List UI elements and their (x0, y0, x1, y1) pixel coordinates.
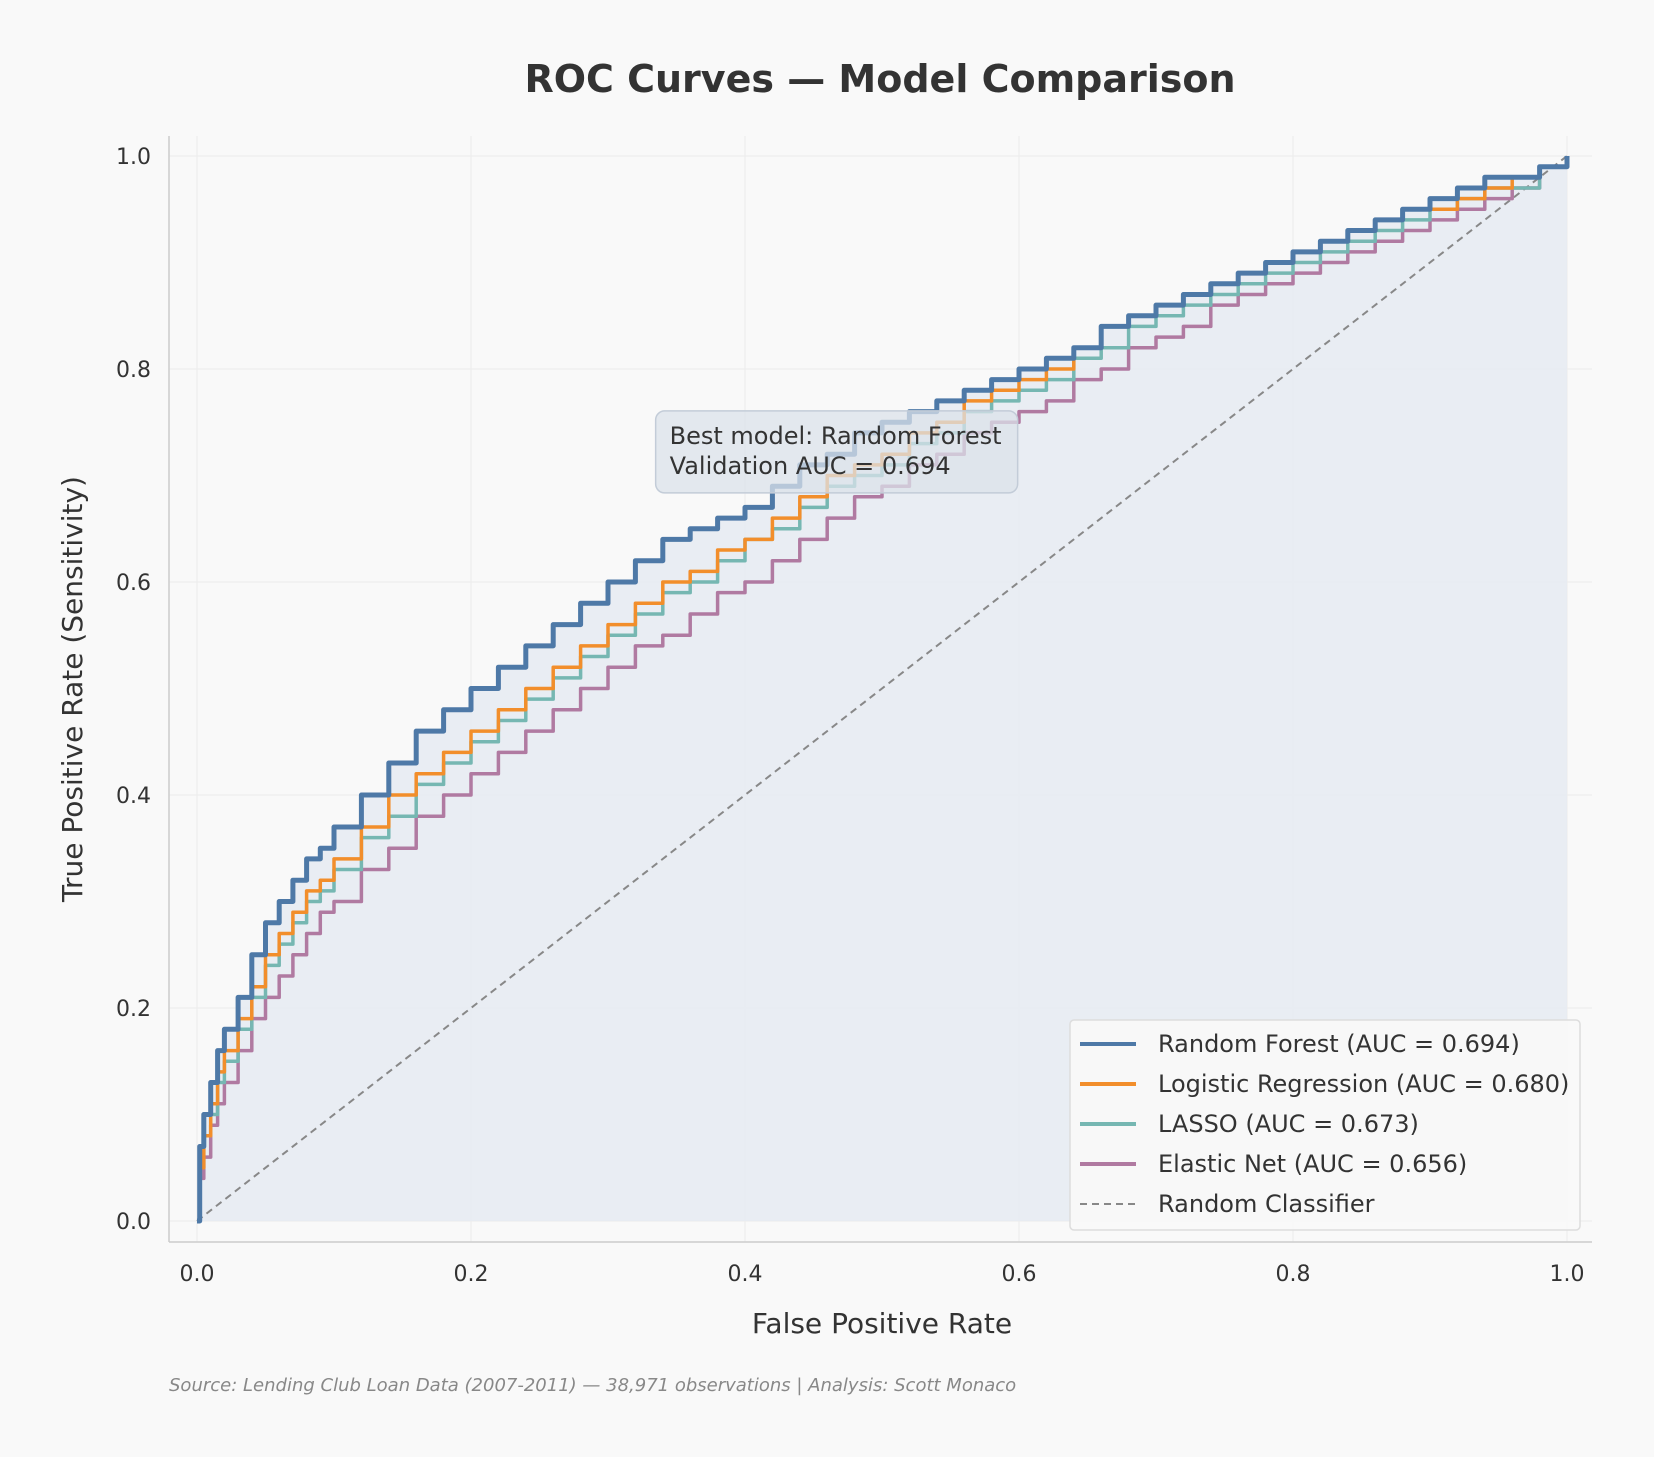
y-axis-label: True Positive Rate (Sensitivity) (56, 476, 89, 903)
y-tick-label: 0.0 (116, 1210, 151, 1235)
x-tick-label: 0.4 (728, 1262, 763, 1287)
x-tick-label: 0.8 (1276, 1262, 1311, 1287)
y-tick-label: 0.8 (116, 358, 151, 383)
y-tick-label: 0.2 (116, 997, 151, 1022)
legend-label-lasso: LASSO (AUC = 0.673) (1158, 1110, 1419, 1138)
x-axis-label: False Positive Rate (752, 1307, 1012, 1340)
annotation-box: Best model: Random Forest Validation AUC… (654, 410, 1019, 494)
random-forest-curve (197, 156, 1570, 1224)
legend-label-logistic-regression: Logistic Regression (AUC = 0.680) (1158, 1070, 1569, 1098)
annotation-background (654, 410, 1019, 494)
annotation-line-1: Best model: Random Forest (670, 422, 1002, 450)
legend-label-random-classifier: Random Classifier (1158, 1190, 1375, 1218)
y-tick-label: 0.6 (116, 571, 151, 596)
series-layer (196, 155, 1570, 1224)
elastic-net-curve (197, 156, 1569, 1223)
annotation-line-2: Validation AUC = 0.694 (670, 452, 951, 480)
x-tick-label: 0.6 (1002, 1262, 1037, 1287)
legend-label-random-forest: Random Forest (AUC = 0.694) (1158, 1030, 1520, 1058)
x-tick-label: 0.2 (454, 1262, 489, 1287)
chart-title: ROC Curves — Model Comparison (524, 57, 1235, 101)
tick-layer: 0.0 0.2 0.4 0.6 0.8 1.0 0.0 0.2 0.4 0.6 0.8 1.0 (116, 145, 1585, 1287)
legend-items: Random Forest (AUC = 0.694) Logistic Regr… (1080, 1030, 1569, 1218)
x-tick-label: 1.0 (1550, 1262, 1585, 1287)
legend-frame (1069, 1019, 1581, 1231)
legend-label-elastic-net: Elastic Net (AUC = 0.656) (1158, 1150, 1467, 1178)
legend: Random Forest (AUC = 0.694) Logistic Regr… (1069, 1019, 1581, 1231)
y-tick-label: 1.0 (116, 145, 151, 170)
y-tick-label: 0.4 (116, 784, 151, 809)
x-tick-label: 0.0 (180, 1262, 215, 1287)
random-classifier-line (196, 155, 1568, 1222)
source-note: Source: Lending Club Loan Data (2007-201… (169, 1375, 1016, 1396)
